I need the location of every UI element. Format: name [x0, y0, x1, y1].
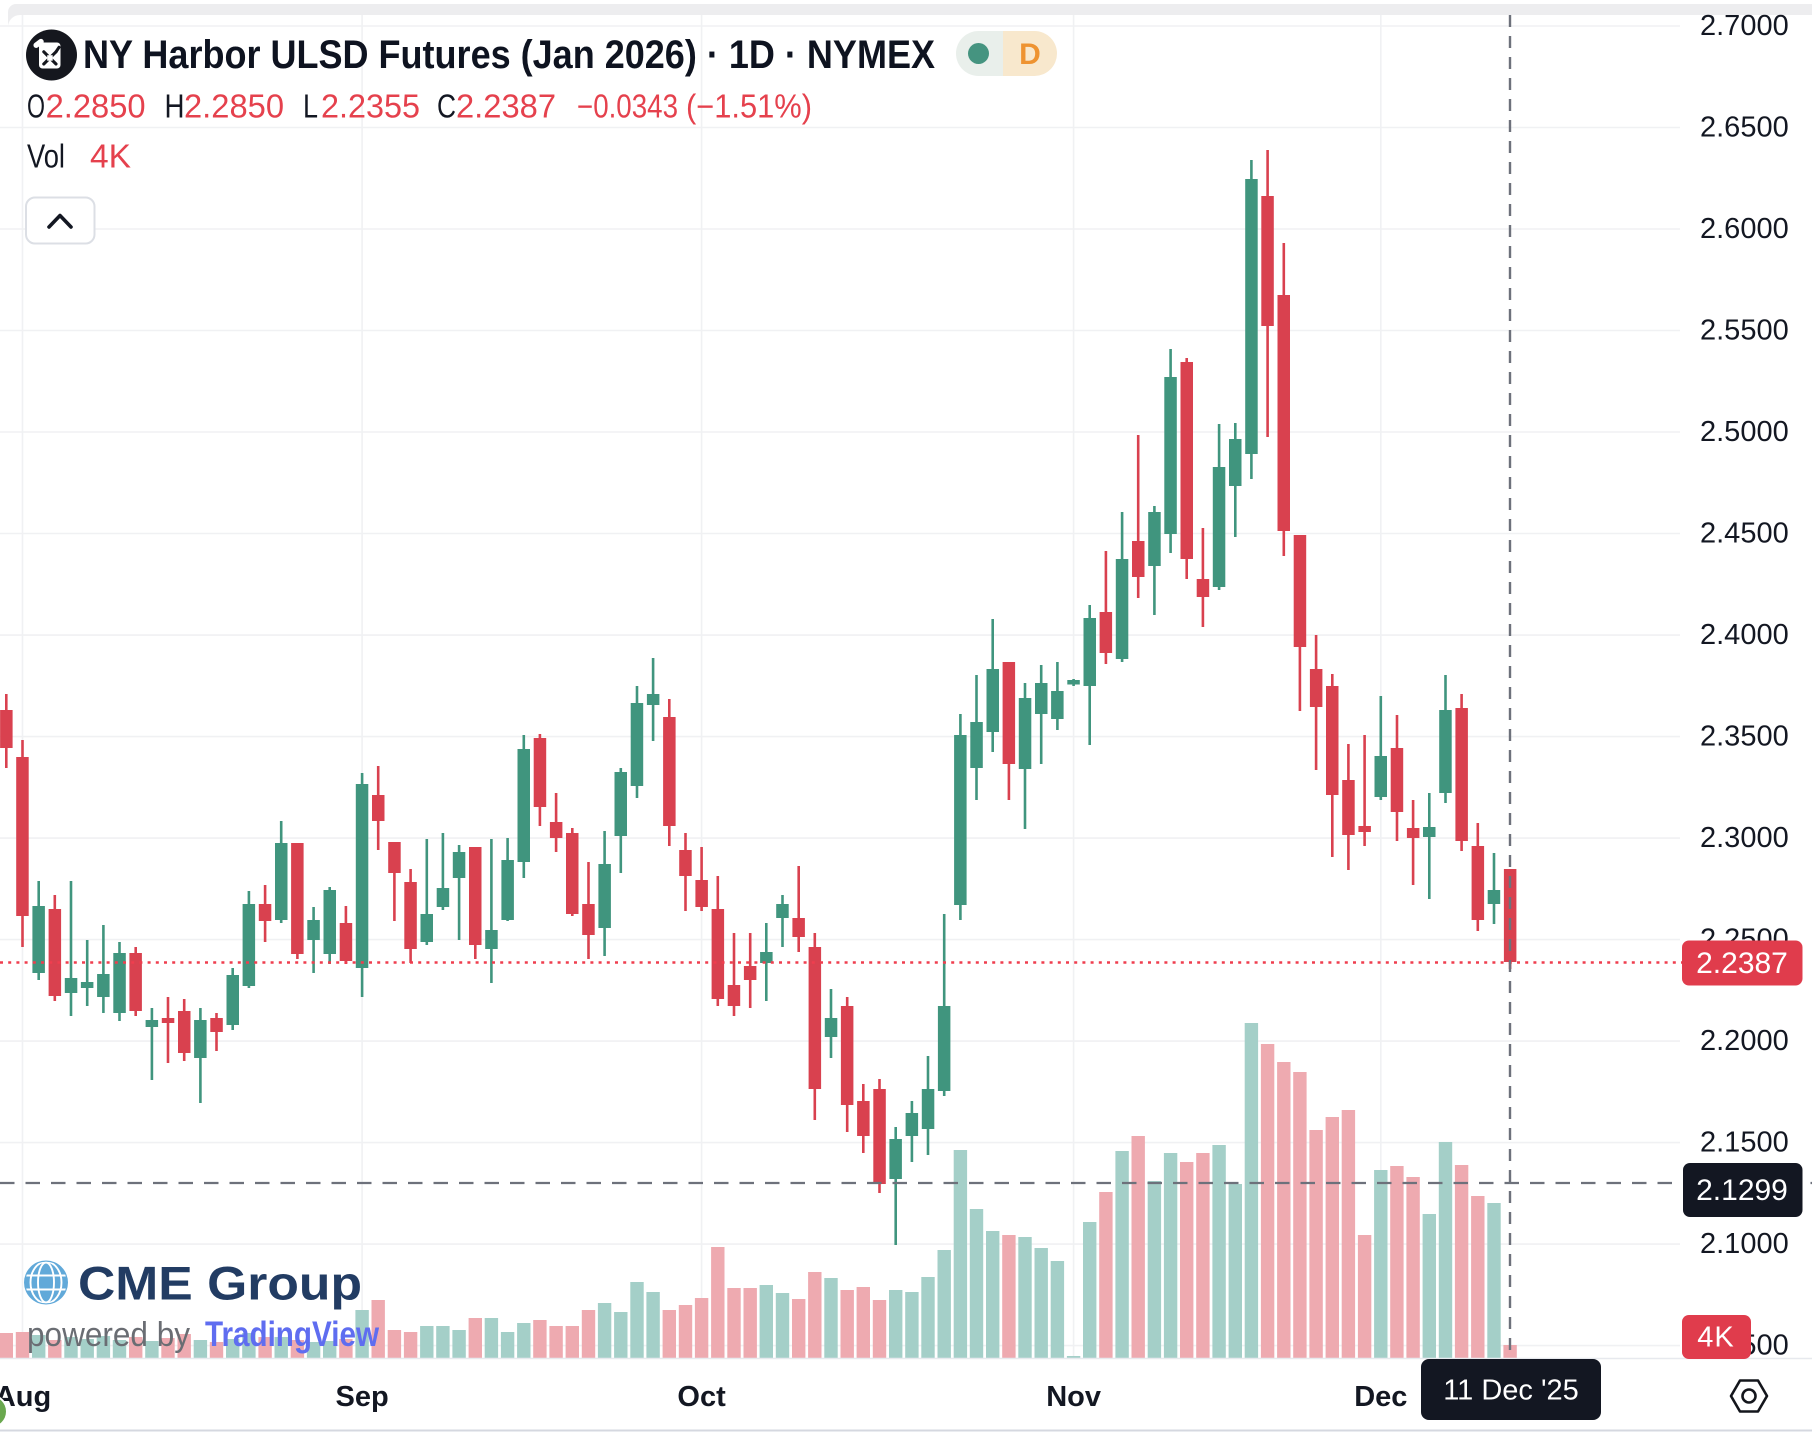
svg-text:2.5500: 2.5500 — [1700, 315, 1789, 347]
svg-text:L: L — [303, 88, 318, 125]
svg-text:Dec: Dec — [1354, 1381, 1407, 1413]
svg-text:Nov: Nov — [1046, 1381, 1101, 1413]
svg-text:2.1299: 2.1299 — [1696, 1174, 1788, 1207]
svg-text:CME Group: CME Group — [78, 1257, 362, 1310]
svg-text:2.2850: 2.2850 — [184, 88, 284, 125]
svg-text:Vol: Vol — [27, 138, 65, 175]
svg-text:4K: 4K — [1697, 1322, 1734, 1354]
svg-text:2.2387: 2.2387 — [1696, 947, 1788, 980]
svg-text:2.2850: 2.2850 — [46, 88, 146, 125]
svg-text:2.4000: 2.4000 — [1700, 619, 1789, 651]
svg-text:O: O — [27, 88, 45, 125]
svg-text:2.4500: 2.4500 — [1700, 518, 1789, 550]
svg-text:TradingView: TradingView — [205, 1315, 380, 1354]
svg-text:2.5000: 2.5000 — [1700, 416, 1789, 448]
svg-text:powered by: powered by — [27, 1316, 190, 1354]
svg-text:Oct: Oct — [677, 1381, 726, 1413]
svg-text:−0.0343: −0.0343 — [577, 88, 678, 125]
svg-text:2.1500: 2.1500 — [1700, 1127, 1789, 1159]
svg-text:11 Dec '25: 11 Dec '25 — [1443, 1375, 1579, 1407]
svg-text:2.6000: 2.6000 — [1700, 213, 1789, 245]
svg-text:2.2355: 2.2355 — [321, 88, 420, 125]
svg-text:2.3000: 2.3000 — [1700, 822, 1789, 854]
svg-text:2.3500: 2.3500 — [1700, 721, 1789, 753]
svg-text:Sep: Sep — [336, 1381, 389, 1413]
svg-text:D: D — [1019, 38, 1041, 71]
svg-text:2.2000: 2.2000 — [1700, 1025, 1789, 1057]
svg-text:NY Harbor ULSD Futures (Jan 20: NY Harbor ULSD Futures (Jan 2026) · 1D ·… — [83, 33, 935, 77]
svg-text:H: H — [165, 88, 185, 125]
svg-text:2.2387: 2.2387 — [456, 88, 556, 125]
svg-text:C: C — [437, 88, 456, 125]
svg-text:2.6500: 2.6500 — [1700, 112, 1789, 144]
svg-text:2.7000: 2.7000 — [1700, 10, 1789, 42]
svg-text:4K: 4K — [90, 138, 131, 175]
svg-text:(−1.51%): (−1.51%) — [686, 88, 812, 125]
svg-text:2.1000: 2.1000 — [1700, 1228, 1789, 1260]
svg-text:Aug: Aug — [0, 1381, 51, 1413]
